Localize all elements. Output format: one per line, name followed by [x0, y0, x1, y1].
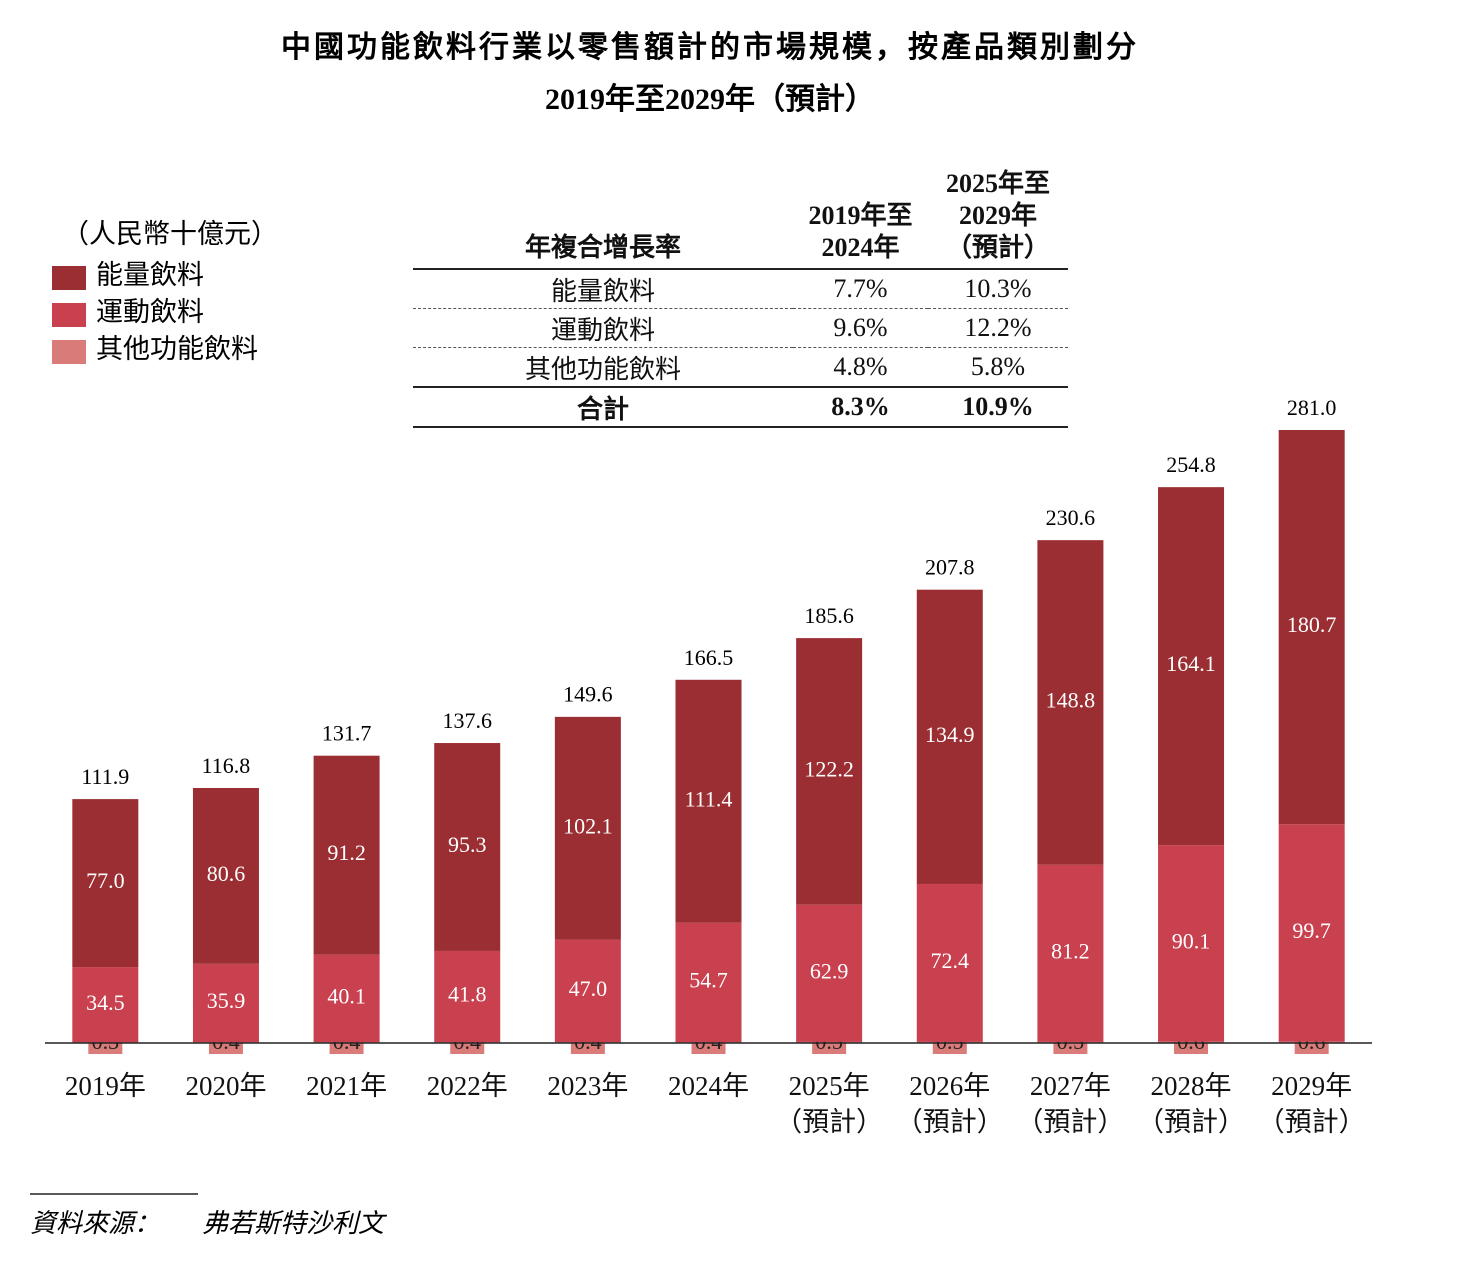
x-tick-label: 2024年 [668, 1071, 749, 1101]
bar-segment [916, 883, 983, 1042]
table-header: 2025年至 2029年 （預計） [928, 168, 1068, 270]
bar-segment [675, 679, 742, 923]
value-label: 40.1 [327, 983, 366, 1008]
value-label: 81.2 [1051, 938, 1090, 963]
value-label: 180.7 [1287, 612, 1337, 637]
total-label: 185.6 [804, 603, 854, 628]
legend-label: 運動飲料 [96, 297, 204, 327]
value-label: 102.1 [563, 813, 613, 838]
bar-segment [796, 638, 863, 905]
value-label: 35.9 [207, 988, 246, 1013]
bar-segment [313, 954, 380, 1043]
legend-swatch [52, 303, 86, 327]
bar-segment [675, 922, 742, 1043]
chart-subtitle: 2019年至2029年（預計） [545, 82, 875, 116]
table-row: 運動飲料 9.6% 12.2% [413, 308, 1068, 348]
table-cell: 7.7% [793, 269, 928, 309]
value-label: 148.8 [1046, 688, 1096, 713]
unit-label: （人民幣十億元） [62, 219, 278, 249]
x-tick-label: 2022年 [426, 1071, 508, 1101]
table-cell: 10.3% [928, 269, 1068, 309]
table-row: 能量飲料 7.7% 10.3% [413, 269, 1068, 309]
total-label: 207.8 [925, 555, 975, 580]
table-cell: 5.8% [928, 347, 1068, 388]
value-label: 111.4 [685, 786, 733, 811]
bar-segment [192, 963, 259, 1043]
total-label: 116.8 [202, 753, 251, 778]
x-tick-label: 2029年 （預計） [1257, 1071, 1366, 1137]
bar-segment [1037, 864, 1104, 1042]
legend-label: 能量飲料 [96, 260, 204, 290]
value-label: 91.2 [327, 840, 366, 865]
x-tick-label: 2026年 （預計） [895, 1071, 1004, 1137]
bar-segment [1158, 845, 1225, 1042]
table-cell: 9.6% [793, 308, 928, 348]
value-label: 77.0 [86, 868, 125, 893]
table-cell: 合計 [413, 386, 793, 428]
value-label: 47.0 [569, 976, 608, 1001]
source-label: 資料來源： [30, 1209, 160, 1238]
x-tick-label: 2028年 （預計） [1137, 1071, 1246, 1137]
table-cell: 能量飲料 [413, 269, 793, 309]
value-label: 99.7 [1292, 918, 1331, 943]
legend-swatch [52, 340, 86, 364]
legend-swatch [52, 266, 86, 290]
bar-segment [434, 950, 501, 1043]
value-label: 54.7 [689, 968, 728, 993]
total-label: 254.8 [1166, 452, 1216, 477]
x-tick-label: 2025年 （預計） [775, 1071, 884, 1137]
bar-segment [1158, 487, 1225, 846]
bar-segment [554, 716, 621, 940]
table-row: 其他功能飲料 4.8% 5.8% [413, 347, 1068, 388]
table-header: 年複合增長率 [413, 168, 793, 270]
table-cell: 運動飲料 [413, 308, 793, 348]
table-header: 2019年至 2024年 [793, 168, 928, 270]
x-tick-label: 2020年 [185, 1071, 267, 1101]
bar-segment [434, 743, 501, 951]
total-label: 131.7 [322, 721, 372, 746]
total-label: 149.6 [563, 682, 613, 707]
value-label: 34.5 [86, 990, 125, 1015]
cagr-table: 年複合增長率 2019年至 2024年 2025年至 2029年 （預計） 能量… [413, 168, 1068, 428]
table-row: 合計 8.3% 10.9% [413, 386, 1068, 428]
value-label: 41.8 [448, 982, 487, 1007]
bar-segment [1278, 824, 1345, 1042]
total-label: 281.0 [1287, 395, 1337, 420]
x-tick-label: 2027年 （預計） [1016, 1071, 1125, 1137]
bar-segment [1037, 540, 1104, 865]
value-label: 164.1 [1166, 651, 1216, 676]
value-label: 72.4 [931, 948, 970, 973]
x-tick-label: 2019年 [64, 1071, 146, 1101]
bar-segment [916, 589, 983, 884]
value-label: 80.6 [207, 861, 246, 886]
table-cell: 4.8% [793, 347, 928, 388]
table-cell: 8.3% [793, 386, 928, 428]
bar-segment [796, 904, 863, 1042]
bar-segment [72, 799, 139, 968]
source-text: 弗若斯特沙利文 [202, 1209, 388, 1238]
total-label: 230.6 [1046, 505, 1096, 530]
total-label: 166.5 [684, 645, 734, 670]
x-tick-label: 2023年 [547, 1071, 629, 1101]
table-cell: 其他功能飲料 [413, 347, 793, 388]
bar-segment [1278, 429, 1345, 825]
bar-segment [554, 939, 621, 1043]
value-label: 62.9 [810, 958, 849, 983]
legend-label: 其他功能飲料 [96, 334, 258, 364]
value-label: 95.3 [448, 832, 487, 857]
chart-title: 中國功能飲料行業以零售額計的市場規模，按產品類別劃分 [281, 30, 1139, 64]
value-label: 134.9 [925, 722, 975, 747]
value-label: 122.2 [804, 756, 854, 781]
total-label: 137.6 [442, 708, 492, 733]
bar-segment [192, 787, 259, 964]
bar-segment [72, 967, 139, 1043]
table-cell: 10.9% [928, 386, 1068, 428]
bar-segment [313, 755, 380, 955]
total-label: 111.9 [81, 764, 129, 789]
value-label: 90.1 [1172, 928, 1211, 953]
table-cell: 12.2% [928, 308, 1068, 348]
x-tick-label: 2021年 [306, 1071, 388, 1101]
